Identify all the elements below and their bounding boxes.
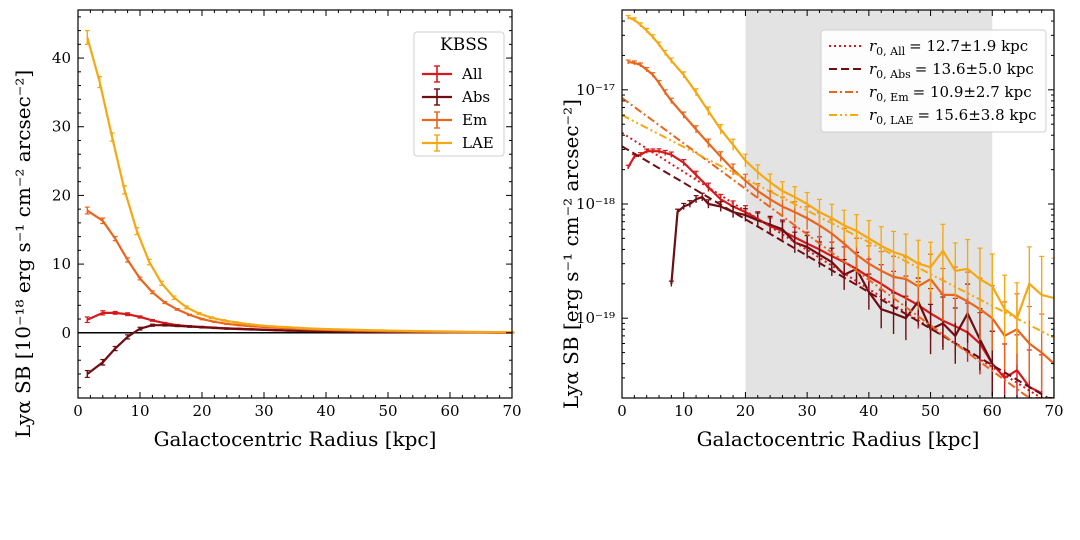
left-series-lae — [84, 30, 515, 334]
right-fit-line — [622, 97, 1054, 398]
left-x-tick-label: 60 — [440, 402, 459, 420]
right-legend-label: r0, Em = 10.9±2.7 kpc — [869, 83, 1032, 104]
left-y-tick-label: 40 — [52, 49, 71, 67]
right-x-tick-label: 40 — [859, 402, 878, 420]
left-x-tick-label: 70 — [502, 402, 521, 420]
left-y-axis-label: Lyα SB [10⁻¹⁸ erg s⁻¹ cm⁻² arcsec⁻²] — [11, 70, 35, 438]
left-axes-frame — [77, 9, 513, 399]
left-x-axis-label: Galactocentric Radius [kpc] — [154, 427, 437, 451]
right-line-all — [627, 150, 1043, 395]
right-ticks: 0 10 20 30 40 50 60 70 10⁻¹⁹ 10⁻¹⁸ 10⁻¹⁷ — [576, 10, 1064, 420]
right-legend-label: r0, All = 12.7±1.9 kpc — [869, 37, 1028, 58]
left-y-tick-label: 30 — [52, 118, 71, 136]
left-legend-title: KBSS — [440, 35, 488, 55]
left-legend-label: Abs — [461, 88, 490, 106]
left-plot-area — [78, 30, 515, 378]
left-x-tick-label: 30 — [254, 402, 273, 420]
left-x-tick-label: 50 — [378, 402, 397, 420]
right-y-tick-label: 10⁻¹⁹ — [576, 309, 615, 327]
left-y-tick-label: 20 — [52, 186, 71, 204]
left-legend: KBSS All Abs Em LAE — [413, 31, 505, 157]
right-y-tick-label: 10⁻¹⁸ — [576, 195, 615, 213]
right-chart-panel: 0 10 20 30 40 50 60 70 10⁻¹⁹ 10⁻¹⁸ 10⁻¹⁷ Galactoce… — [559, 9, 1064, 451]
right-y-axis-label: Lyα SB [erg s⁻¹ cm⁻² arcsec⁻²] — [559, 99, 583, 409]
right-legend-box — [820, 29, 1047, 133]
left-legend-label: Em — [462, 111, 487, 129]
left-y-tick-label: 10 — [52, 255, 71, 273]
left-y-tick-label: 0 — [61, 324, 71, 342]
left-legend-label: All — [461, 65, 483, 83]
right-fit-line — [622, 114, 1054, 339]
left-series-em — [84, 206, 515, 334]
right-x-axis-label: Galactocentric Radius [kpc] — [697, 427, 980, 451]
left-x-tick-label: 20 — [192, 402, 211, 420]
right-legend-label: r0, LAE = 15.6±3.8 kpc — [869, 106, 1036, 127]
left-chart-panel: 0 10 20 30 40 50 60 70 0 10 20 30 40 Galactocentric … — [11, 9, 522, 451]
left-x-tick-label: 0 — [73, 402, 83, 420]
right-x-tick-label: 30 — [798, 402, 817, 420]
left-line-lae — [86, 37, 513, 334]
right-x-tick-label: 50 — [921, 402, 940, 420]
left-x-tick-label: 10 — [130, 402, 149, 420]
right-x-tick-label: 60 — [983, 402, 1002, 420]
right-x-tick-label: 70 — [1044, 402, 1063, 420]
right-x-tick-label: 0 — [617, 402, 627, 420]
right-x-tick-label: 10 — [674, 402, 693, 420]
left-legend-label: LAE — [462, 134, 494, 152]
left-line-em — [86, 209, 513, 334]
right-fit-line — [622, 131, 1054, 398]
left-x-tick-label: 40 — [316, 402, 335, 420]
left-ticks: 0 10 20 30 40 50 60 70 0 10 20 30 40 — [52, 10, 522, 420]
right-legend-label: r0, Abs = 13.6±5.0 kpc — [869, 60, 1034, 81]
right-x-tick-label: 20 — [736, 402, 755, 420]
right-y-tick-label: 10⁻¹⁷ — [576, 81, 615, 99]
